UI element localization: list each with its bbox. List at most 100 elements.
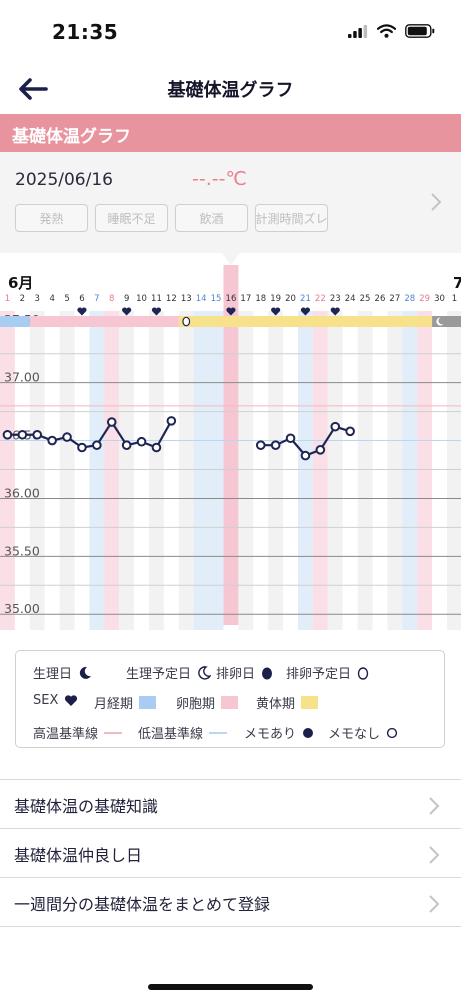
day-number-label: 14 <box>196 294 207 304</box>
back-arrow-icon[interactable] <box>16 74 50 104</box>
period-forecast-marker <box>436 317 444 326</box>
chip-lack-of-sleep[interactable]: 睡眠不足 <box>95 204 168 232</box>
day-number-label: 22 <box>315 294 326 304</box>
day-number-label: 19 <box>270 294 281 304</box>
day-column-bg <box>253 311 269 630</box>
selected-temperature: --.--℃ <box>192 168 247 190</box>
high-base-line-sample <box>104 731 123 734</box>
day-column-bg <box>357 311 373 630</box>
day-column-bg <box>372 311 388 630</box>
memo-empty-dot-icon <box>386 727 398 738</box>
crescent-moon-filled-icon <box>79 666 92 679</box>
chevron-right-icon[interactable] <box>430 192 442 212</box>
legend-ovulation-forecast: 排卵予定日 <box>286 663 369 682</box>
day-column-bg <box>402 311 418 630</box>
day-column-bg <box>283 311 298 630</box>
menu-divider <box>0 926 461 928</box>
day-number-label: 25 <box>360 294 371 304</box>
day-number-label: 23 <box>330 294 341 304</box>
section-header: 基礎体温グラフ <box>0 114 461 152</box>
day-column-bg <box>74 311 90 630</box>
cellular-signal-icon <box>348 24 368 38</box>
phase-bar-menstruation <box>0 316 30 327</box>
temperature-point <box>166 416 177 426</box>
day-column-bg <box>149 311 164 630</box>
chip-fever[interactable]: 発熱 <box>15 204 88 232</box>
day-column-bg <box>89 311 105 630</box>
day-column-bg <box>29 311 45 630</box>
temperature-point <box>345 426 355 437</box>
temperature-point <box>151 442 162 453</box>
egg-outline-icon <box>357 666 369 680</box>
ovulation-forecast-marker <box>182 316 191 327</box>
day-column-bg <box>312 311 328 630</box>
temperature-point <box>92 440 102 450</box>
temperature-point <box>285 433 296 444</box>
day-column-bg <box>447 311 461 630</box>
day-number-label: 16 <box>226 294 237 304</box>
legend-high-base-line: 高温基準線 <box>33 723 123 742</box>
legend-menstrual-phase: 月経期 <box>94 693 157 712</box>
day-number-label: 3 <box>35 294 40 304</box>
menu-item-basic-knowledge[interactable]: 基礎体温の基礎知識 <box>0 779 461 829</box>
day-number-label: 15 <box>211 294 222 304</box>
legend-memo-off: メモなし <box>328 723 398 742</box>
day-number-label: 30 <box>434 294 445 304</box>
day-column-bg <box>208 311 224 630</box>
day-number-label: 8 <box>109 294 114 304</box>
phase-bar-luteal <box>178 316 433 327</box>
egg-filled-icon <box>262 667 273 679</box>
day-number-label: 13 <box>181 294 192 304</box>
day-number-label: 7 <box>94 294 99 304</box>
legend-menstruation-forecast: 生理予定日 <box>126 663 212 682</box>
day-column-bg <box>417 311 433 630</box>
temperature-point <box>2 429 13 440</box>
y-tick-label: 35.00 <box>4 601 40 616</box>
day-column-bg <box>104 311 120 630</box>
day-column-bg <box>327 311 343 630</box>
day-column-bg <box>14 311 30 630</box>
chip-measure-time-shift[interactable]: 計測時間ズレ <box>255 204 328 232</box>
menstrual-phase-swatch <box>139 696 157 709</box>
selected-day-pointer <box>221 253 240 265</box>
day-number-label: 20 <box>285 294 296 304</box>
wifi-icon <box>377 24 396 38</box>
temperature-point <box>47 435 57 446</box>
menu-item-intimacy-days[interactable]: 基礎体温仲良し日 <box>0 828 461 878</box>
temperature-point <box>300 450 311 461</box>
menu-item-weekly-register[interactable]: 一週間分の基礎体温をまとめて登録 <box>0 877 461 927</box>
temperature-point <box>315 445 326 455</box>
phase-bar-forecast <box>432 316 461 327</box>
heart-icon <box>65 695 78 706</box>
sex-heart-marker <box>77 307 87 316</box>
sex-heart-marker <box>300 307 311 316</box>
selected-day-panel[interactable]: 2025/06/16 --.--℃ 発熱 睡眠不足 飲酒 計測時間ズレ <box>0 152 461 253</box>
day-number-label: 1 <box>5 294 10 304</box>
legend-ovulation: 排卵日 <box>216 663 273 682</box>
chip-drinking[interactable]: 飲酒 <box>175 204 248 232</box>
legend-luteal-phase: 黄体期 <box>256 693 319 712</box>
temperature-point <box>270 440 281 450</box>
y-tick-label: 37.00 <box>4 370 40 385</box>
graph-legend: 生理日 生理予定日 排卵日 排卵予定日 SEX 月経期 卵胞期 黄体期 高温基準… <box>15 650 445 748</box>
phase-bar-follicular <box>29 316 179 327</box>
day-number-label: 11 <box>151 294 162 304</box>
section-title: 基礎体温グラフ <box>12 127 131 147</box>
sex-heart-marker <box>271 307 281 316</box>
legend-follicular-phase: 卵胞期 <box>176 693 239 712</box>
day-column-bg <box>432 311 447 630</box>
day-number-label: 18 <box>255 294 266 304</box>
legend-low-base-line: 低温基準線 <box>138 723 228 742</box>
legend-memo-on: メモあり <box>244 723 314 742</box>
day-column-bg <box>59 311 75 630</box>
status-icons <box>348 24 435 38</box>
day-number-label: 27 <box>389 294 400 304</box>
home-indicator[interactable] <box>148 984 313 990</box>
luteal-phase-swatch <box>301 696 319 709</box>
day-number-label: 2 <box>20 294 25 304</box>
chevron-right-icon <box>429 846 440 864</box>
chevron-right-icon <box>429 895 440 913</box>
temperature-point <box>106 417 117 427</box>
